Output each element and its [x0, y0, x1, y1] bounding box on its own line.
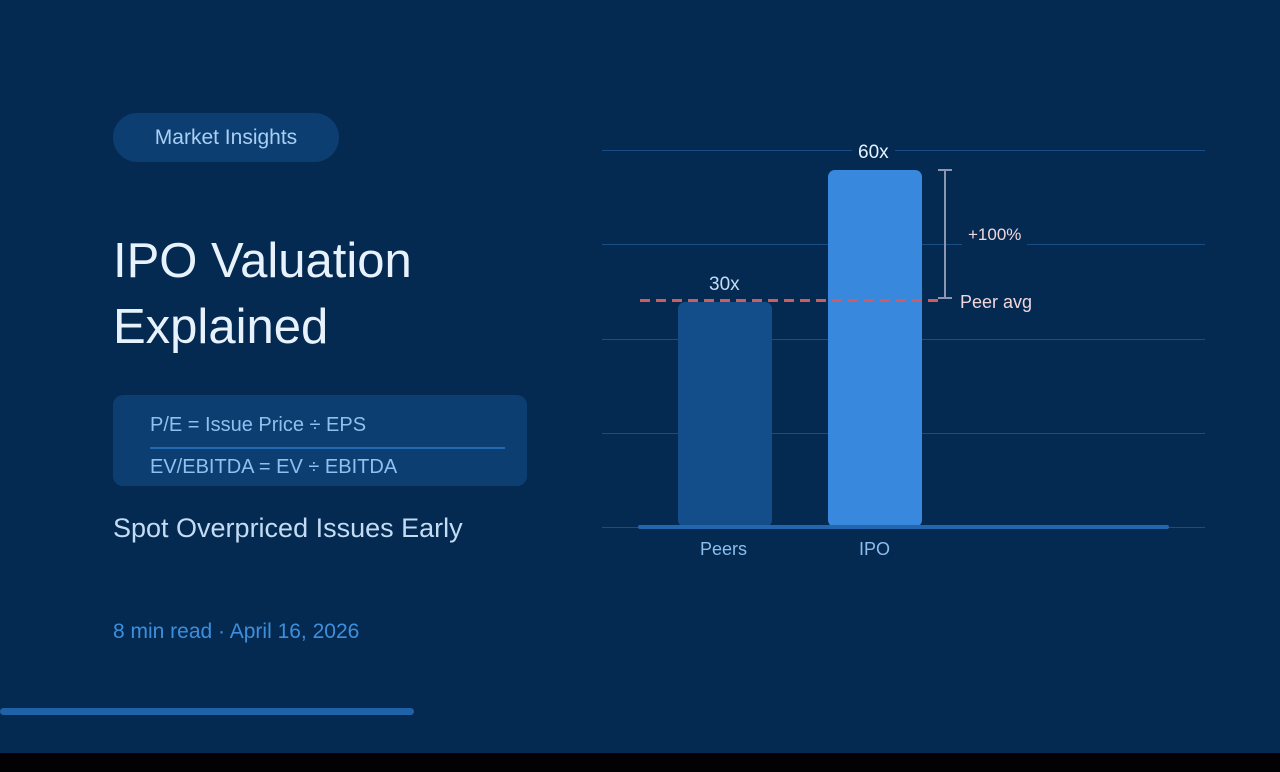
- x-label-peers: Peers: [700, 539, 748, 559]
- read-time-date: 8 min read · April 16, 2026: [113, 620, 360, 643]
- formula-divider: [150, 447, 505, 449]
- title-line-1: IPO Valuation: [113, 234, 412, 288]
- x-axis-baseline: [638, 525, 1169, 529]
- reading-progress-bar: [0, 708, 414, 715]
- subtitle: Spot Overpriced Issues Early: [113, 513, 463, 543]
- bar-ipo: [828, 170, 922, 527]
- bar-value-ipo: 60x: [852, 142, 895, 164]
- bracket-cap-bottom: [938, 297, 952, 299]
- difference-label: +100%: [962, 225, 1028, 245]
- peer-avg-label: Peer avg: [960, 292, 1033, 312]
- page-title: IPO Valuation Explained: [113, 228, 573, 360]
- bar-value-peers: 30x: [709, 274, 740, 295]
- formula-box: P/E = Issue Price ÷ EPS EV/EBITDA = EV ÷…: [113, 395, 527, 486]
- peer-average-line: [640, 299, 938, 302]
- slide: Market Insights IPO Valuation Explained …: [0, 0, 1280, 753]
- x-label-ipo: IPO: [859, 539, 891, 559]
- pe-formula: P/E = Issue Price ÷ EPS: [150, 414, 367, 436]
- bracket-cap-top: [938, 169, 952, 171]
- category-chip: Market Insights: [113, 113, 339, 162]
- ev-ebitda-formula: EV/EBITDA = EV ÷ EBITDA: [150, 456, 398, 478]
- difference-bracket: [944, 170, 946, 298]
- bar-peers: [678, 302, 772, 527]
- gridline: [602, 150, 1205, 151]
- valuation-bar-chart: 30x 60x +100% Peer avg Peers IPO: [602, 142, 1205, 559]
- bottom-letterbox: [0, 753, 1280, 772]
- title-line-2: Explained: [113, 300, 329, 354]
